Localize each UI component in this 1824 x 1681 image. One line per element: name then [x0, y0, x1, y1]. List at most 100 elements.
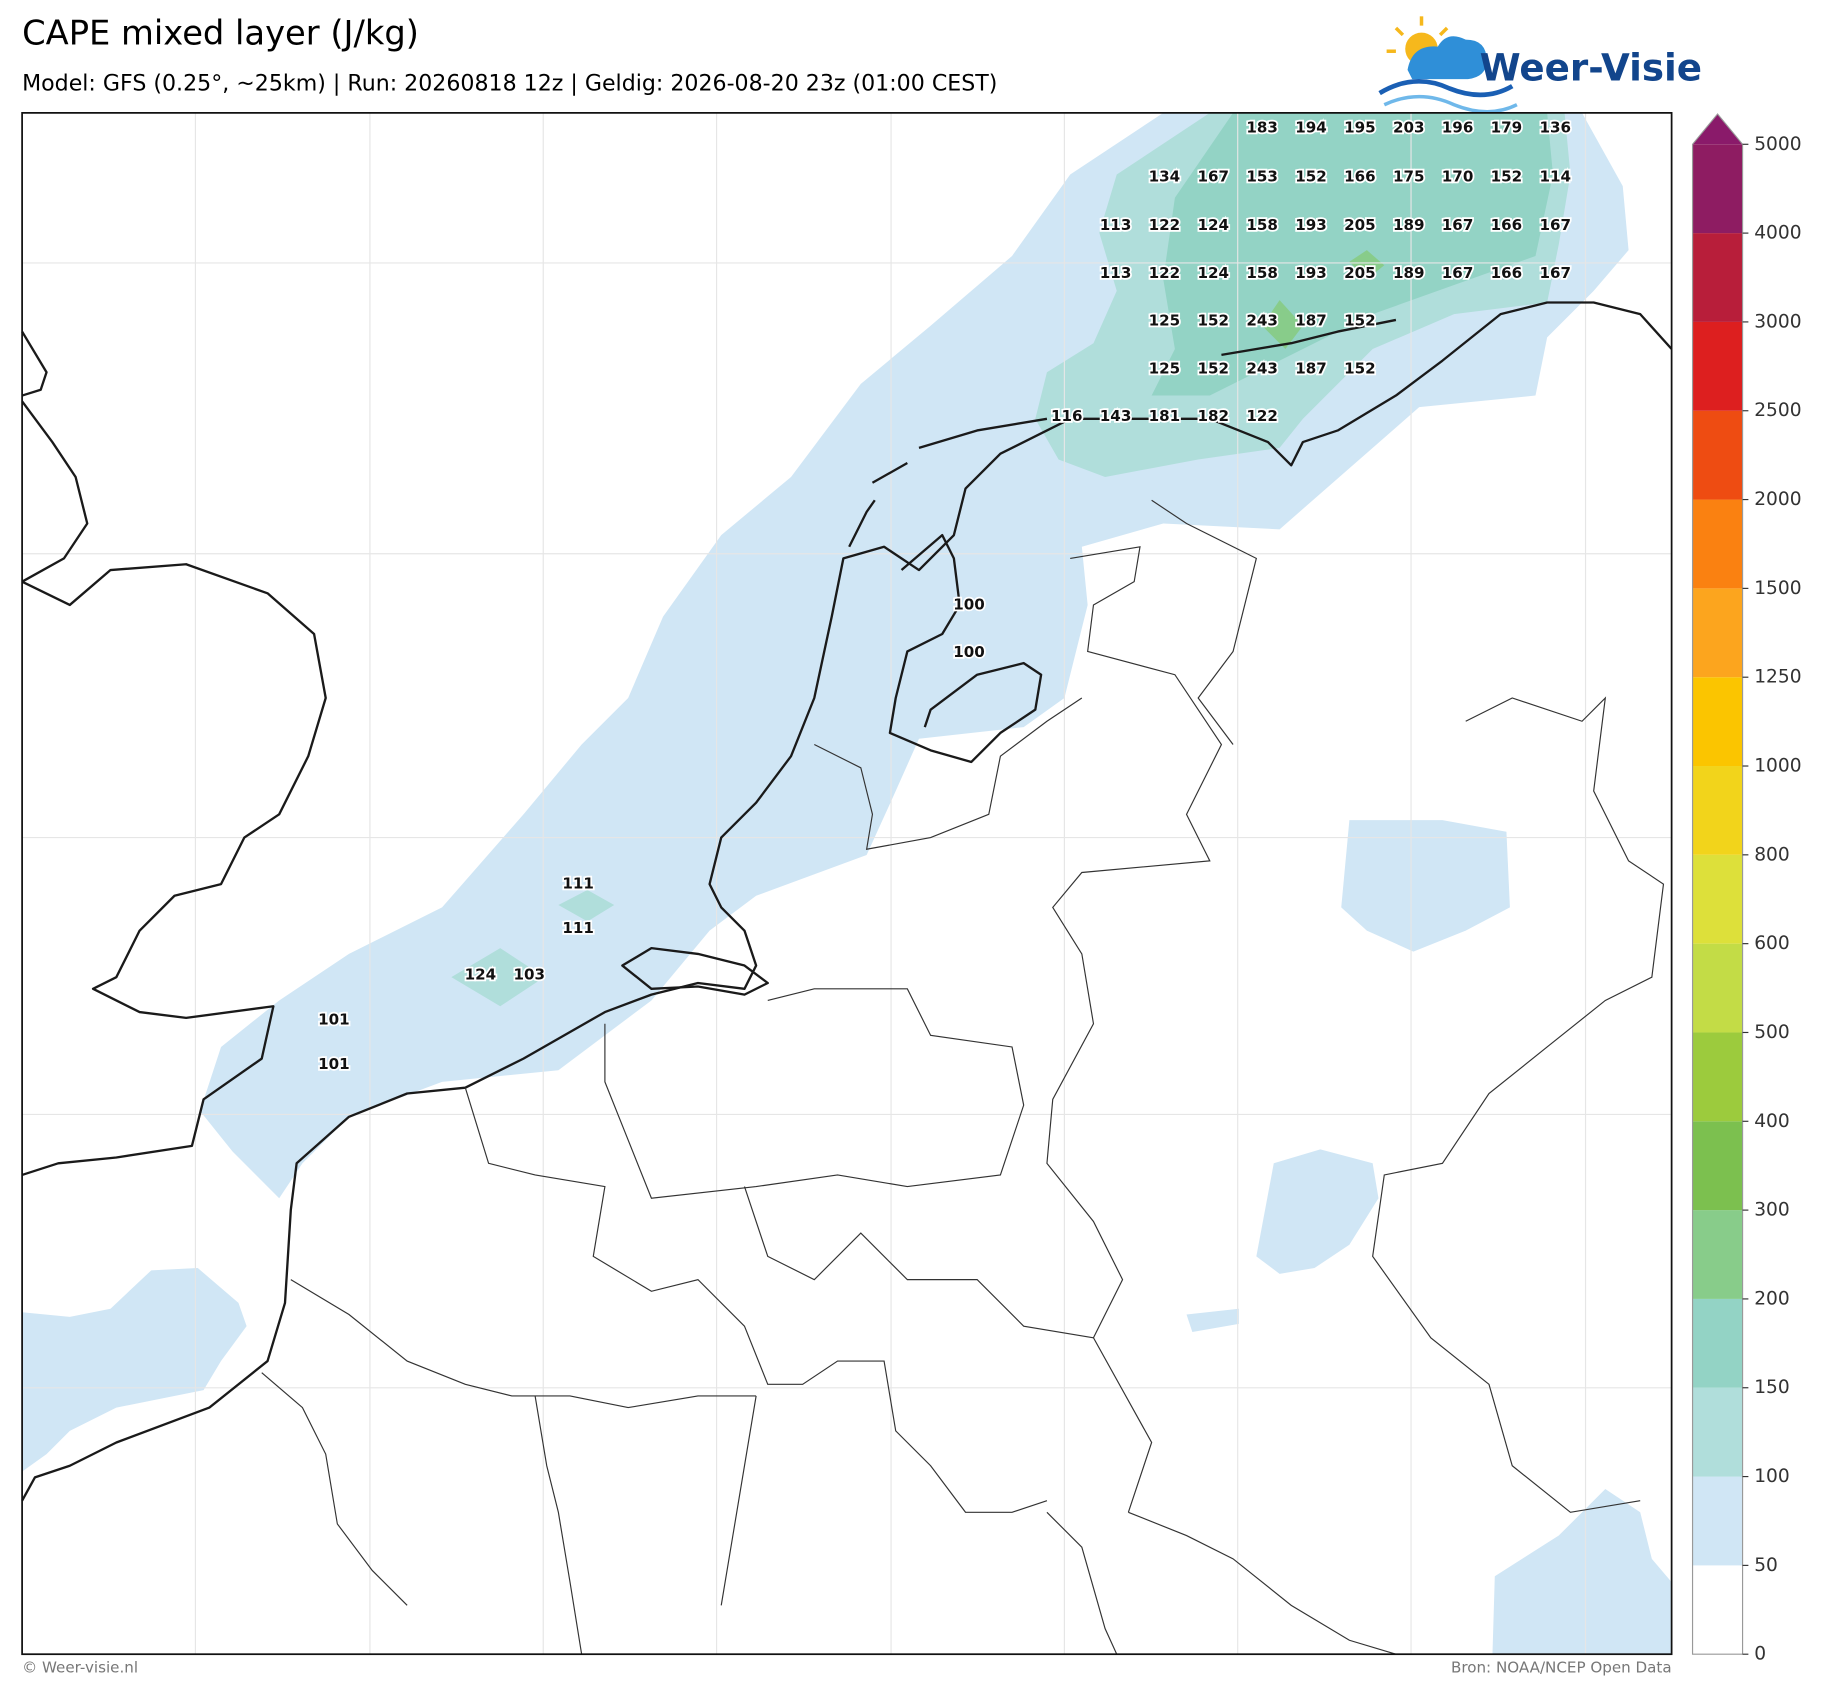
colorbar-tick-label: 5000 — [1754, 134, 1801, 155]
map: 183 194 195 203 196 179 136 134 167 153 152 166 175 1… — [21, 112, 1673, 1656]
colorbar-band — [1692, 1032, 1743, 1122]
cape-label: 152 — [1198, 312, 1230, 330]
colorbar-band — [1692, 144, 1743, 234]
cape-label: 167 — [1198, 167, 1230, 185]
colorbar-tick-label: 50 — [1754, 1555, 1778, 1576]
cape-label: 179 — [1491, 119, 1523, 137]
colorbar: 0 50 100 150 200 300 400 500 600 800 1000 1250 1500 2… — [1691, 113, 1802, 1665]
cape-label: 152 — [1491, 167, 1523, 185]
cape-label: 100 — [953, 643, 985, 661]
cape-label: 103 — [514, 965, 546, 983]
cape-label: 125 — [1149, 359, 1181, 377]
colorbar-band — [1692, 943, 1743, 1033]
subtitle: Model: GFS (0.25°, ~25km) | Run: 2026081… — [22, 70, 997, 96]
colorbar-band — [1692, 410, 1743, 500]
cape-label: 205 — [1344, 216, 1376, 234]
colorbar-tick-label: 1500 — [1754, 578, 1801, 599]
cape-label: 243 — [1246, 359, 1278, 377]
colorbar-band — [1692, 233, 1743, 322]
colorbar-band — [1692, 1298, 1743, 1388]
cape-label: 167 — [1540, 216, 1572, 234]
cape-label: 166 — [1344, 167, 1376, 185]
cape-label: 194 — [1295, 119, 1327, 137]
colorbar-tick-label: 600 — [1754, 933, 1790, 954]
colorbar-tick-label: 400 — [1754, 1111, 1790, 1132]
cape-label: 196 — [1442, 119, 1474, 137]
cape-label: 189 — [1393, 216, 1425, 234]
colorbar-tick-label: 200 — [1754, 1288, 1790, 1309]
colorbar-band — [1692, 321, 1743, 411]
cape-label: 124 — [1198, 264, 1230, 282]
cape-areas — [22, 112, 1672, 1655]
cape-label: 181 — [1149, 407, 1181, 425]
cape-label: 122 — [1149, 264, 1181, 282]
cape-label: 111 — [562, 919, 594, 937]
colorbar-tick-label: 2000 — [1754, 489, 1801, 510]
cape-label: 167 — [1442, 264, 1474, 282]
cape-label: 166 — [1491, 264, 1523, 282]
colorbar-extend — [1692, 114, 1743, 145]
cape-label: 114 — [1540, 167, 1572, 185]
footer-credit: © Weer-visie.nl — [22, 1659, 138, 1677]
cape-label: 101 — [318, 1055, 350, 1073]
logo-text: Weer-Visie — [1480, 45, 1702, 89]
cape-label: 158 — [1246, 216, 1278, 234]
cape-label: 101 — [318, 1011, 350, 1029]
cape-label: 152 — [1344, 312, 1376, 330]
cape-label: 153 — [1246, 167, 1278, 185]
cape-label: 152 — [1344, 359, 1376, 377]
cape-label: 195 — [1344, 119, 1376, 137]
cape-label: 158 — [1246, 264, 1278, 282]
cape-label: 187 — [1295, 312, 1327, 330]
cape-label: 124 — [1198, 216, 1230, 234]
colorbar-tick-label: 300 — [1754, 1200, 1790, 1221]
graticule — [22, 112, 1672, 1655]
colorbar-tick-label: 1000 — [1754, 756, 1801, 777]
cape-label: 205 — [1344, 264, 1376, 282]
colorbar-band — [1692, 499, 1743, 589]
cape-label: 124 — [465, 965, 497, 983]
colorbar-band — [1692, 766, 1743, 855]
cape-label: 113 — [1100, 264, 1132, 282]
cape-labels: 183 194 195 203 196 179 136 134 167 153 152 166 175 1… — [316, 117, 1572, 1075]
cape-label: 136 — [1540, 119, 1572, 137]
cape-label: 170 — [1442, 167, 1474, 185]
cape-label: 125 — [1149, 312, 1181, 330]
colorbar-band — [1692, 1476, 1743, 1566]
cape-label: 166 — [1491, 216, 1523, 234]
cape-label: 175 — [1393, 167, 1425, 185]
cape-label: 100 — [953, 595, 985, 613]
colorbar-tick-label: 500 — [1754, 1022, 1790, 1043]
title: CAPE mixed layer (J/kg) — [22, 13, 419, 52]
colorbar-tick-label: 4000 — [1754, 223, 1801, 244]
colorbar-band — [1692, 588, 1743, 678]
colorbar-tick-label: 0 — [1754, 1644, 1766, 1665]
colorbar-band — [1692, 1121, 1743, 1211]
cape-label: 122 — [1149, 216, 1181, 234]
cape-label: 152 — [1295, 167, 1327, 185]
colorbar-band — [1692, 1565, 1743, 1655]
colorbar-tick-label: 1250 — [1754, 667, 1801, 688]
colorbar-band — [1692, 1210, 1743, 1299]
cape-label: 203 — [1393, 119, 1425, 137]
cape-label: 183 — [1246, 119, 1278, 137]
colorbar-band — [1692, 1387, 1743, 1477]
cape-label: 113 — [1100, 216, 1132, 234]
cape-label: 182 — [1198, 407, 1230, 425]
colorbar-tick-label: 2500 — [1754, 400, 1801, 421]
cape-label: 167 — [1540, 264, 1572, 282]
logo: Weer-Visie — [1378, 16, 1702, 114]
cape-label: 122 — [1246, 407, 1278, 425]
cape-label: 134 — [1149, 167, 1181, 185]
cape-label: 187 — [1295, 359, 1327, 377]
cape-label: 116 — [1051, 407, 1083, 425]
colorbar-tick-label: 100 — [1754, 1466, 1790, 1487]
colorbar-tick-label: 3000 — [1754, 311, 1801, 332]
cape-label: 193 — [1295, 216, 1327, 234]
cape-label: 193 — [1295, 264, 1327, 282]
cape-label: 243 — [1246, 312, 1278, 330]
cape-label: 111 — [562, 875, 594, 893]
cape-label: 167 — [1442, 216, 1474, 234]
